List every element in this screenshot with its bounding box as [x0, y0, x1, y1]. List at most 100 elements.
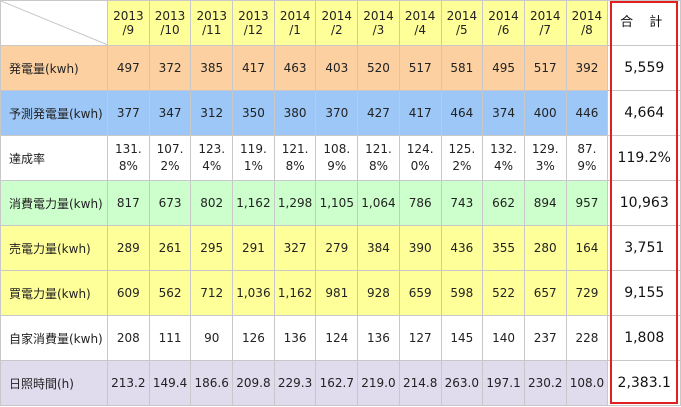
- table-cell: 446: [565, 90, 609, 136]
- table-cell: 186.6: [190, 360, 234, 406]
- predicted-generation-row: 予測発電量(kwh) 377 347 312 350 380 370 427 417 464 374…: [0, 90, 681, 136]
- table-cell: 127: [398, 315, 442, 361]
- table-cell: 350: [232, 90, 275, 136]
- table-cell: 385: [190, 45, 234, 91]
- total-cell: 9,155: [607, 270, 681, 316]
- table-cell: 131. 8%: [107, 135, 150, 181]
- table-cell: 662: [482, 180, 525, 226]
- table-cell: 124. 0%: [398, 135, 442, 181]
- table-cell: 229.3: [273, 360, 317, 406]
- row-label: 売電力量(kwh): [0, 225, 108, 271]
- table-cell: 1,064: [357, 180, 400, 226]
- table-cell: 427: [357, 90, 400, 136]
- total-cell: 119.2%: [607, 135, 681, 181]
- row-label: 自家消費量(kwh): [0, 315, 108, 361]
- table-cell: 209.8: [232, 360, 275, 406]
- table-cell: 219.0: [357, 360, 400, 406]
- row-label: 買電力量(kwh): [0, 270, 108, 316]
- total-cell: 1,808: [607, 315, 681, 361]
- table-cell: 390: [398, 225, 442, 271]
- table-cell: 90: [190, 315, 234, 361]
- table-cell: 894: [523, 180, 567, 226]
- self-consumption-row: 自家消費量(kwh) 208 111 90 126 136 124 136 127 145 140 2…: [0, 315, 681, 361]
- table-cell: 520: [357, 45, 400, 91]
- table-cell: 1,105: [315, 180, 359, 226]
- diagonal-line: [1, 1, 107, 45]
- total-cell: 3,751: [607, 225, 681, 271]
- table-cell: 214.8: [398, 360, 442, 406]
- total-header: 合 計: [607, 0, 681, 46]
- month-header: 2014 /6: [482, 0, 525, 46]
- month-header: 2014 /2: [315, 0, 359, 46]
- table-cell: 347: [148, 90, 192, 136]
- table-cell: 111: [148, 315, 192, 361]
- table-cell: 125. 2%: [440, 135, 484, 181]
- row-label: 日照時間(h): [0, 360, 108, 406]
- table-cell: 355: [482, 225, 525, 271]
- table-cell: 289: [107, 225, 150, 271]
- table-cell: 981: [315, 270, 359, 316]
- row-label: 発電量(kwh): [0, 45, 108, 91]
- table-cell: 729: [565, 270, 609, 316]
- table-cell: 230.2: [523, 360, 567, 406]
- table-cell: 786: [398, 180, 442, 226]
- table-cell: 107. 2%: [148, 135, 192, 181]
- month-header: 2014 /7: [523, 0, 567, 46]
- table-cell: 463: [273, 45, 317, 91]
- total-cell: 2,383.1: [607, 360, 681, 406]
- table-cell: 121. 8%: [273, 135, 317, 181]
- table-cell: 417: [398, 90, 442, 136]
- month-header: 2014 /3: [357, 0, 400, 46]
- table-cell: 121. 8%: [357, 135, 400, 181]
- table-cell: 372: [148, 45, 192, 91]
- table-cell: 497: [107, 45, 150, 91]
- table-cell: 417: [232, 45, 275, 91]
- bought-power-row: 買電力量(kwh) 609 562 712 1,036 1,162 981 928 659 598…: [0, 270, 681, 316]
- sold-power-row: 売電力量(kwh) 289 261 295 291 327 279 384 390 436 355 2…: [0, 225, 681, 271]
- row-label: 予測発電量(kwh): [0, 90, 108, 136]
- table-cell: 657: [523, 270, 567, 316]
- table-cell: 1,162: [232, 180, 275, 226]
- table-cell: 136: [357, 315, 400, 361]
- month-header: 2013 /10: [148, 0, 192, 46]
- table-cell: 213.2: [107, 360, 150, 406]
- total-cell: 5,559: [607, 45, 681, 91]
- table-cell: 517: [398, 45, 442, 91]
- month-header: 2013 /11: [190, 0, 234, 46]
- table-cell: 928: [357, 270, 400, 316]
- table-cell: 522: [482, 270, 525, 316]
- table-cell: 140: [482, 315, 525, 361]
- table-cell: 108. 9%: [315, 135, 359, 181]
- table-cell: 136: [273, 315, 317, 361]
- table-cell: 280: [523, 225, 567, 271]
- table-cell: 87. 9%: [565, 135, 609, 181]
- table-cell: 162.7: [315, 360, 359, 406]
- table-cell: 132. 4%: [482, 135, 525, 181]
- generation-row: 発電量(kwh) 497 372 385 417 463 403 520 517 581 495 51…: [0, 45, 681, 91]
- corner-cell: [0, 0, 108, 46]
- table-cell: 129. 3%: [523, 135, 567, 181]
- total-cell: 4,664: [607, 90, 681, 136]
- table-cell: 119. 1%: [232, 135, 275, 181]
- table-cell: 312: [190, 90, 234, 136]
- header-row: 2013 /9 2013 /10 2013 /11 2013 /12 2014 …: [0, 0, 681, 46]
- consumption-row: 消費電力量(kwh) 817 673 802 1,162 1,298 1,105 1,064 7…: [0, 180, 681, 226]
- table-cell: 517: [523, 45, 567, 91]
- table-cell: 403: [315, 45, 359, 91]
- table-cell: 295: [190, 225, 234, 271]
- table-cell: 164: [565, 225, 609, 271]
- table-cell: 370: [315, 90, 359, 136]
- month-header: 2014 /5: [440, 0, 484, 46]
- table-cell: 197.1: [482, 360, 525, 406]
- table-cell: 327: [273, 225, 317, 271]
- table-cell: 126: [232, 315, 275, 361]
- table-cell: 1,162: [273, 270, 317, 316]
- table-cell: 123. 4%: [190, 135, 234, 181]
- table-cell: 712: [190, 270, 234, 316]
- table-cell: 1,036: [232, 270, 275, 316]
- total-cell: 10,963: [607, 180, 681, 226]
- table-cell: 1,298: [273, 180, 317, 226]
- table-cell: 124: [315, 315, 359, 361]
